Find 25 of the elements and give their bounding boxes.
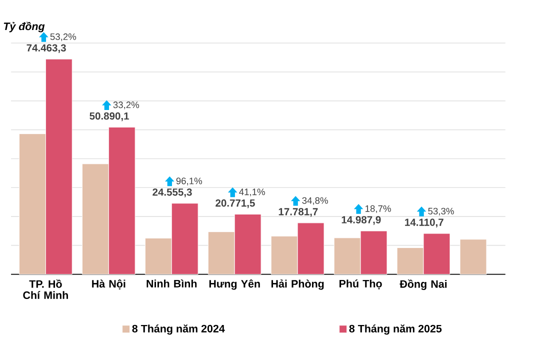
annotation: 41,1% — [239, 188, 265, 196]
legend-label: 8 Tháng năm 2025 — [349, 324, 442, 334]
x-tick-label: Phú Thọ — [340, 279, 382, 290]
x-tick-label: Hưng Yên — [209, 279, 260, 290]
x-tick-label: TP. Hồ Chí Minh — [23, 279, 68, 299]
x-tick-label: Đồng Nai — [400, 279, 447, 290]
x-tick-label: Hải Phòng — [271, 279, 324, 290]
legend-label: 8 Tháng năm 2024 — [132, 324, 225, 334]
data-label: 14.987,9 — [342, 216, 381, 225]
annotation: 96,1% — [176, 177, 202, 186]
data-label: 20.771,5 — [216, 199, 255, 208]
data-label: 24.555,3 — [152, 188, 192, 197]
data-label: 14.110,7 — [405, 218, 444, 228]
annotation: 33,2% — [113, 101, 140, 110]
annotation: 53,3% — [428, 208, 454, 216]
data-label: 17.781,7 — [278, 208, 318, 217]
annotation: 34,8% — [302, 196, 328, 205]
data-label: 74.463,3 — [26, 44, 66, 53]
x-tick-label: Ninh Bình — [146, 279, 197, 288]
annotation: 18,7% — [366, 205, 391, 213]
x-tick-label: Hà Nội — [92, 279, 126, 290]
y-axis-title: Tỷ đồng — [4, 22, 45, 32]
data-label: 50.890,1 — [90, 112, 129, 121]
annotation: 53,2% — [50, 33, 76, 41]
bar — [460, 238, 487, 274]
